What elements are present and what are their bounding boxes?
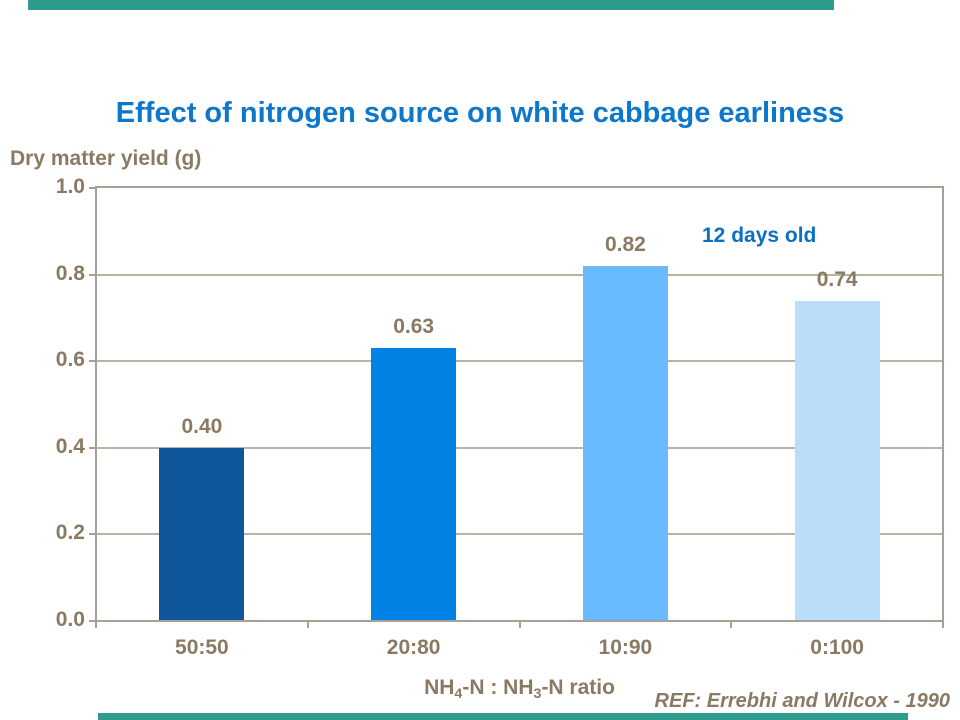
x-category-label: 20:80 xyxy=(386,636,441,659)
y-tick-label: 0.6 xyxy=(55,348,85,372)
x-axis-title-subscript: 3 xyxy=(533,685,542,702)
x-axis-title-part: NH xyxy=(424,676,455,699)
gridline xyxy=(97,446,942,449)
bar-value-label: 0.74 xyxy=(816,268,858,291)
bar-20:80 xyxy=(371,348,457,620)
gridline xyxy=(97,533,942,536)
y-axis-title: Dry matter yield (g) xyxy=(10,147,202,170)
y-tick-mark xyxy=(89,360,97,363)
bar-50:50 xyxy=(159,448,245,620)
x-category-label: 50:50 xyxy=(175,636,229,659)
y-tick-label: 0.2 xyxy=(55,521,85,545)
bar-10:90 xyxy=(582,266,668,620)
y-tick-label: 0.8 xyxy=(55,261,85,285)
x-axis-title-subscript: 4 xyxy=(454,685,463,702)
y-tick-mark xyxy=(89,446,97,449)
y-tick-label: 0.4 xyxy=(55,434,85,458)
x-tick-mark xyxy=(306,621,309,628)
x-category-label: 10:90 xyxy=(598,636,653,659)
x-axis-title-part: -N ratio xyxy=(541,676,615,699)
y-tick-label: 1.0 xyxy=(55,175,85,198)
x-axis-title: NH4-N : NH3-N ratio xyxy=(96,676,943,702)
bottom-accent-bar xyxy=(98,713,908,720)
y-tick-label: 0.0 xyxy=(55,608,85,631)
bar-value-label: 0.63 xyxy=(393,315,435,338)
bar-value-label: 0.40 xyxy=(181,415,223,438)
y-tick-mark xyxy=(89,533,97,536)
x-tick-mark xyxy=(730,621,733,628)
bar-0:100 xyxy=(794,301,880,620)
gridline xyxy=(97,360,942,363)
y-tick-mark xyxy=(89,187,97,189)
x-tick-mark xyxy=(95,621,97,628)
top-accent-bar xyxy=(28,0,834,10)
bar-value-label: 0.82 xyxy=(604,233,646,256)
x-axis-title-part: -N : NH xyxy=(462,676,534,699)
reference-text: REF: Errebhi and Wilcox - 1990 xyxy=(654,690,950,712)
gridline xyxy=(97,273,942,276)
x-category-label: 0:100 xyxy=(810,636,864,659)
annotation-12-days-old: 12 days old xyxy=(702,224,817,247)
chart-title: Effect of nitrogen source on white cabba… xyxy=(115,97,845,129)
x-tick-mark xyxy=(942,621,944,628)
x-tick-mark xyxy=(518,621,521,628)
y-tick-mark xyxy=(89,620,97,622)
y-tick-mark xyxy=(89,273,97,276)
